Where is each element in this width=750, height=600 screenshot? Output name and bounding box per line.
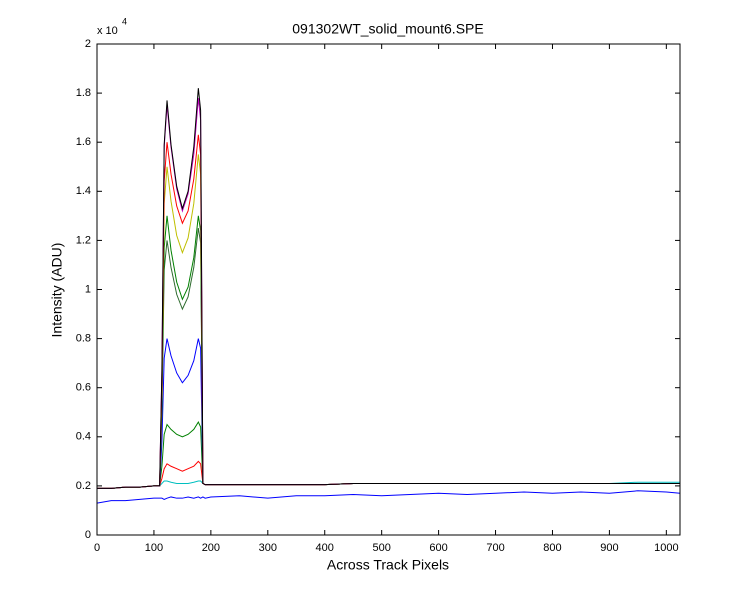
y-scale-exponent: 4 (122, 16, 127, 26)
y-tick-label: 0 (85, 529, 91, 541)
y-scale-label: x 10 (97, 25, 118, 37)
x-tick-label: 500 (372, 542, 390, 554)
x-tick-label: 300 (259, 542, 277, 554)
chart-title: 091302WT_solid_mount6.SPE (292, 21, 483, 37)
y-tick-label: 1.6 (76, 136, 91, 148)
series-line (96, 490, 681, 504)
y-tick-label: 0.6 (76, 382, 91, 394)
x-tick-label: 800 (543, 542, 561, 554)
y-tick-label: 1 (85, 283, 91, 295)
x-tick-label: 700 (486, 542, 504, 554)
x-tick-label: 400 (316, 542, 334, 554)
x-tick-label: 900 (600, 542, 618, 554)
x-tick-label: 600 (429, 542, 447, 554)
x-tick-label: 100 (145, 542, 163, 554)
series-line (97, 88, 680, 489)
plot-area (96, 88, 681, 504)
y-axis-label: Intensity (ADU) (49, 243, 65, 338)
y-tick-label: 1.2 (76, 234, 91, 246)
y-tick-label: 0.4 (76, 431, 91, 443)
x-tick-label: 0 (94, 542, 100, 554)
x-tick-label: 200 (202, 542, 220, 554)
y-tick-label: 2 (85, 38, 91, 50)
x-tick-label: 1000 (654, 542, 678, 554)
y-tick-label: 0.2 (76, 480, 91, 492)
y-tick-label: 1.4 (76, 185, 91, 197)
y-tick-label: 0.8 (76, 333, 91, 345)
x-axis-label: Across Track Pixels (327, 557, 449, 573)
y-tick-label: 1.8 (76, 87, 91, 99)
